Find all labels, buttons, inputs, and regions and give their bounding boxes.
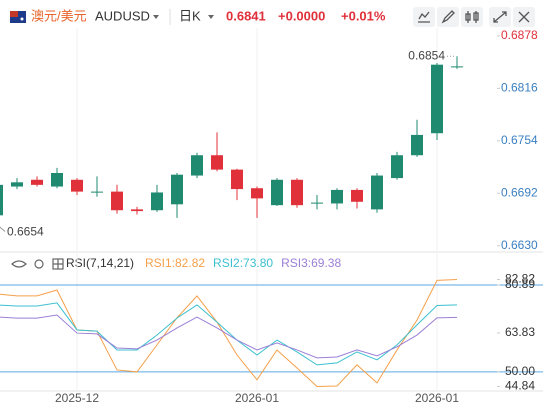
change: +0.0000 [278,8,325,23]
candle-body [11,182,23,187]
candle-body [231,169,243,190]
dropdown-icon[interactable] [153,15,159,19]
tool-button[interactable] [461,7,483,27]
candle-body [311,202,323,204]
tool-button[interactable] [413,7,435,27]
candle-body [131,209,143,212]
candle-body [211,155,223,170]
candle-icon [465,11,479,23]
legend-label: RSI2:73.80 [213,256,273,270]
y-tick-label: 0.6816 [501,81,538,95]
candle-body [431,64,443,134]
indicator-icon [418,11,430,23]
x-tick-label: 2026-01 [235,391,279,405]
max-label: 0.6854 [408,48,445,62]
y-tick-label: 0.6878 [501,28,538,42]
y-tick-label: 82.82 [505,272,535,286]
symbol[interactable]: AUDUSD [95,8,150,23]
candle-body [251,188,263,199]
candle-body [0,184,3,216]
tool-button[interactable] [437,7,459,27]
x-tick-label: 2026-01 [415,391,459,405]
rsi-line [0,314,458,359]
candle-body [191,155,203,176]
close-icon [518,11,530,23]
rsi-line [0,279,458,387]
candle-body [291,179,303,206]
candle-body [111,191,123,211]
candle-body [331,189,343,204]
pair-name[interactable]: 澳元/美元 [31,8,87,23]
y-tick-label: 0.6754 [501,133,538,147]
min-label: 0.6654 [7,225,44,239]
candle-body [71,179,83,192]
legend-label: RSI3:69.38 [281,256,341,270]
candle-body [391,155,403,179]
change-pct: +0.01% [341,8,386,23]
candle-body [411,134,423,156]
eye-icon[interactable] [11,260,27,268]
draw-icon [441,10,455,24]
y-tick-label: 63.83 [505,325,535,339]
candle-body [51,173,63,187]
candle-body [91,191,103,193]
flag-icon [10,11,26,23]
y-tick-label: 44.84 [505,379,535,393]
x-tick-label: 2025-12 [55,391,99,405]
fullscreen-icon [493,11,507,23]
candle-body [31,179,43,185]
gear-icon[interactable] [34,259,44,269]
candle-body [351,189,363,202]
min-marker [0,226,6,232]
candle-body [271,179,283,206]
dropdown-icon[interactable] [208,15,214,19]
rsi-title: RSI(7,14,21) [66,256,134,270]
candle-body [451,66,463,68]
period[interactable]: 日K [179,8,201,23]
legend-label: RSI1:82.82 [145,256,205,270]
y-tick-label: 0.6630 [501,238,538,252]
price: 0.6841 [226,8,266,23]
y-tick-label: 0.6692 [501,185,538,199]
rsi-line [0,302,458,366]
candle-body [151,192,163,211]
y-tick-label: 80.89 [505,277,535,291]
candle-body [371,175,383,210]
candle-body [171,174,183,205]
y-tick-label: 50.00 [505,364,535,378]
